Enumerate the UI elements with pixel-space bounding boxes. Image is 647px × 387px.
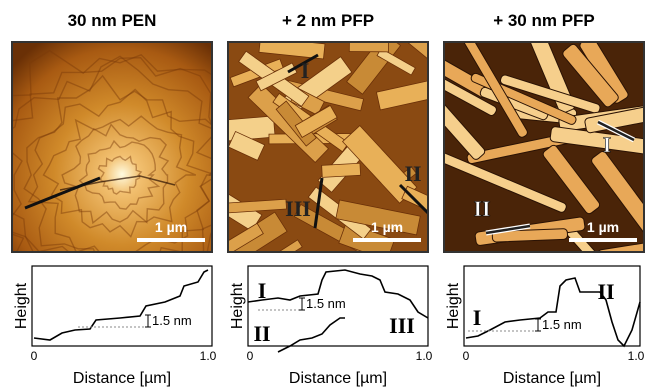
panel-title: + 30 nm PFP xyxy=(493,11,595,30)
curve-label: I xyxy=(258,278,267,303)
image-label: II xyxy=(473,196,490,221)
x-tick-label: 0 xyxy=(247,349,254,363)
step-label: 1.5 nm xyxy=(152,313,192,328)
x-tick-label: 0 xyxy=(463,349,470,363)
image-label: I xyxy=(301,58,310,83)
page: {"panels": [ {"title": "30 nm PEN", "sca… xyxy=(0,0,647,387)
panel-title: 30 nm PEN xyxy=(68,11,157,30)
image-label: III xyxy=(285,196,311,221)
x-axis-label: Distance [µm] xyxy=(73,370,171,387)
figure: 30 nm PEN 1 µm Height 0 1.0 Distance [µm] 1.5 … xyxy=(0,0,647,387)
step-label: 1.5 nm xyxy=(306,296,346,311)
crystal xyxy=(322,163,361,177)
x-axis-label: Distance [µm] xyxy=(503,370,601,387)
y-axis-label: Height xyxy=(445,282,462,329)
scale-bar-label: 1 µm xyxy=(371,219,403,235)
scale-bar-label: 1 µm xyxy=(155,219,187,235)
image-label: I xyxy=(603,132,612,157)
panel-title: + 2 nm PFP xyxy=(282,11,374,30)
curve-label: I xyxy=(473,305,482,330)
x-tick-label: 1.0 xyxy=(628,349,645,363)
x-axis-label: Distance [µm] xyxy=(289,370,387,387)
scale-bar-label: 1 µm xyxy=(587,219,619,235)
curve-label: II xyxy=(253,321,270,346)
image-label: II xyxy=(404,161,421,186)
x-tick-label: 0 xyxy=(31,349,38,363)
step-label: 1.5 nm xyxy=(542,317,582,332)
x-tick-label: 1.0 xyxy=(200,349,217,363)
body: 30 nm PEN 1 µm Height 0 1.0 Distance [µm] 1.5 … xyxy=(0,0,647,387)
x-tick-label: 1.0 xyxy=(416,349,433,363)
curve-label: III xyxy=(389,313,415,338)
y-axis-label: Height xyxy=(13,282,30,329)
crystal xyxy=(349,38,388,52)
plot-frame xyxy=(464,266,640,346)
y-axis-label: Height xyxy=(229,282,246,329)
curve-label: II xyxy=(597,279,614,304)
